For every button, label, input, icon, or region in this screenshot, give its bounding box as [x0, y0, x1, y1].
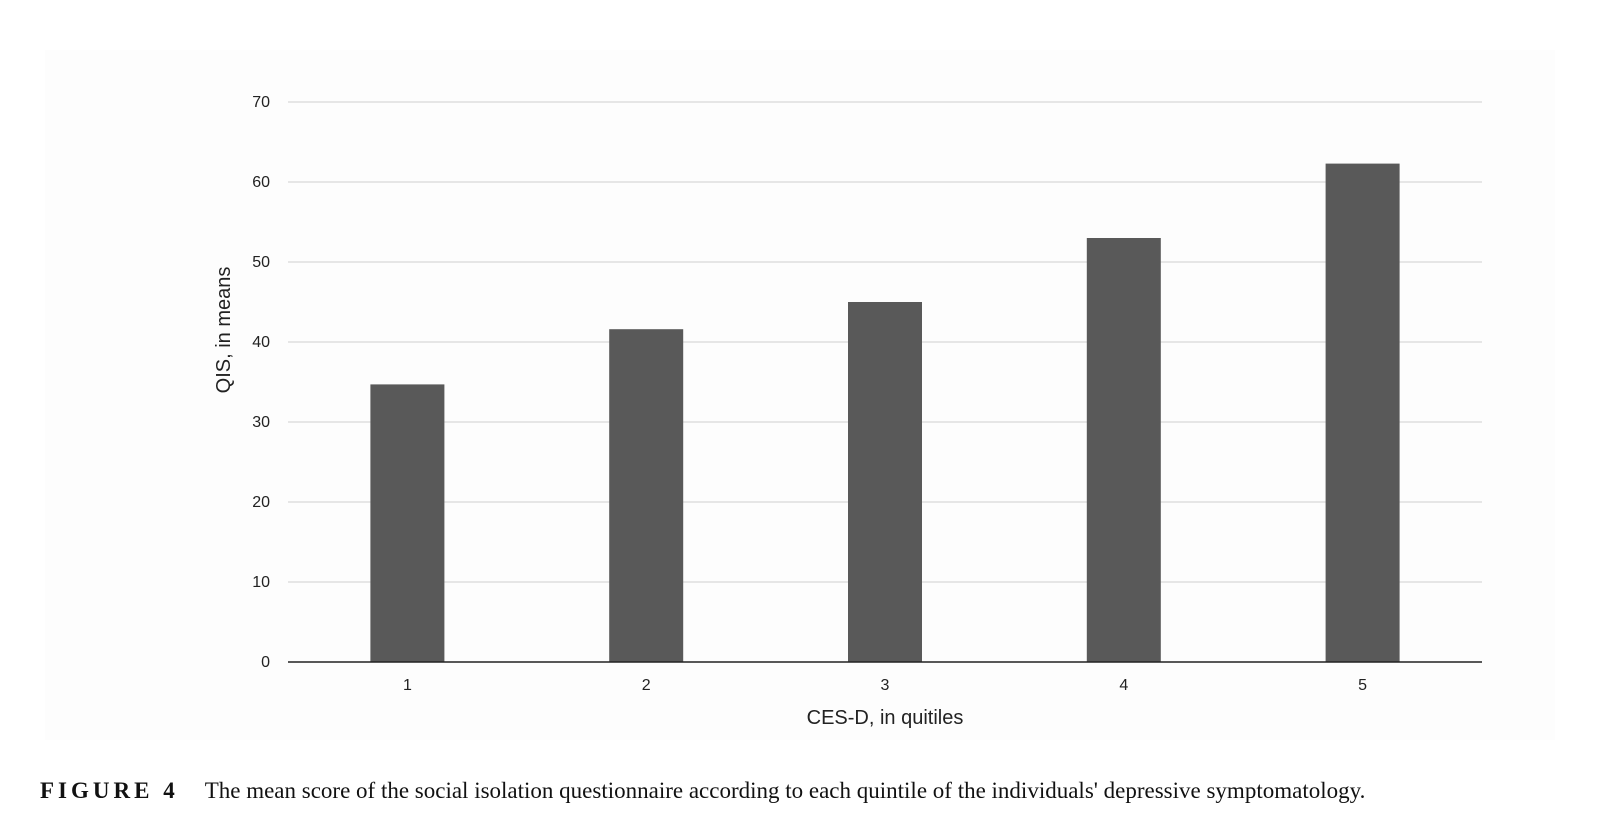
- figure-caption: FIGURE 4 The mean score of the social iso…: [40, 778, 1580, 804]
- bars: [370, 163, 1400, 662]
- figure-caption-text: The mean score of the social isolation q…: [204, 778, 1366, 803]
- x-axis-title: CES-D, in quitiles: [807, 707, 964, 729]
- y-tick-label: 50: [252, 254, 270, 271]
- x-tick-label: 3: [881, 677, 890, 694]
- y-tick-label: 0: [261, 654, 270, 671]
- figure-panel: [45, 50, 1555, 740]
- y-tick-label: 30: [252, 414, 270, 431]
- bar-quintile-4: [1086, 238, 1161, 662]
- x-tick-label: 4: [1119, 677, 1128, 694]
- y-tick-labels: 0 10 20 30 40 50 60 70: [252, 94, 270, 671]
- bar-quintile-3: [848, 302, 922, 662]
- x-tick-label: 5: [1358, 677, 1367, 694]
- bar-quintile-2: [609, 329, 684, 662]
- figure-label: FIGURE 4: [40, 778, 179, 803]
- y-tick-label: 70: [252, 94, 270, 111]
- y-tick-label: 60: [252, 174, 270, 191]
- bar-chart: 0 10 20 30 40 50 60 70 1 2 3 4 5 CES-D, in quitiles…: [213, 94, 1482, 729]
- x-tick-labels: 1 2 3 4 5: [403, 677, 1367, 694]
- x-tick-label: 1: [403, 677, 412, 694]
- y-tick-label: 20: [252, 494, 270, 511]
- bar-quintile-5: [1325, 163, 1400, 662]
- y-axis-title: QIS, in means: [213, 267, 235, 394]
- y-tick-label: 10: [252, 574, 270, 591]
- y-tick-label: 40: [252, 334, 270, 351]
- x-tick-label: 2: [642, 677, 651, 694]
- bar-quintile-1: [370, 384, 445, 662]
